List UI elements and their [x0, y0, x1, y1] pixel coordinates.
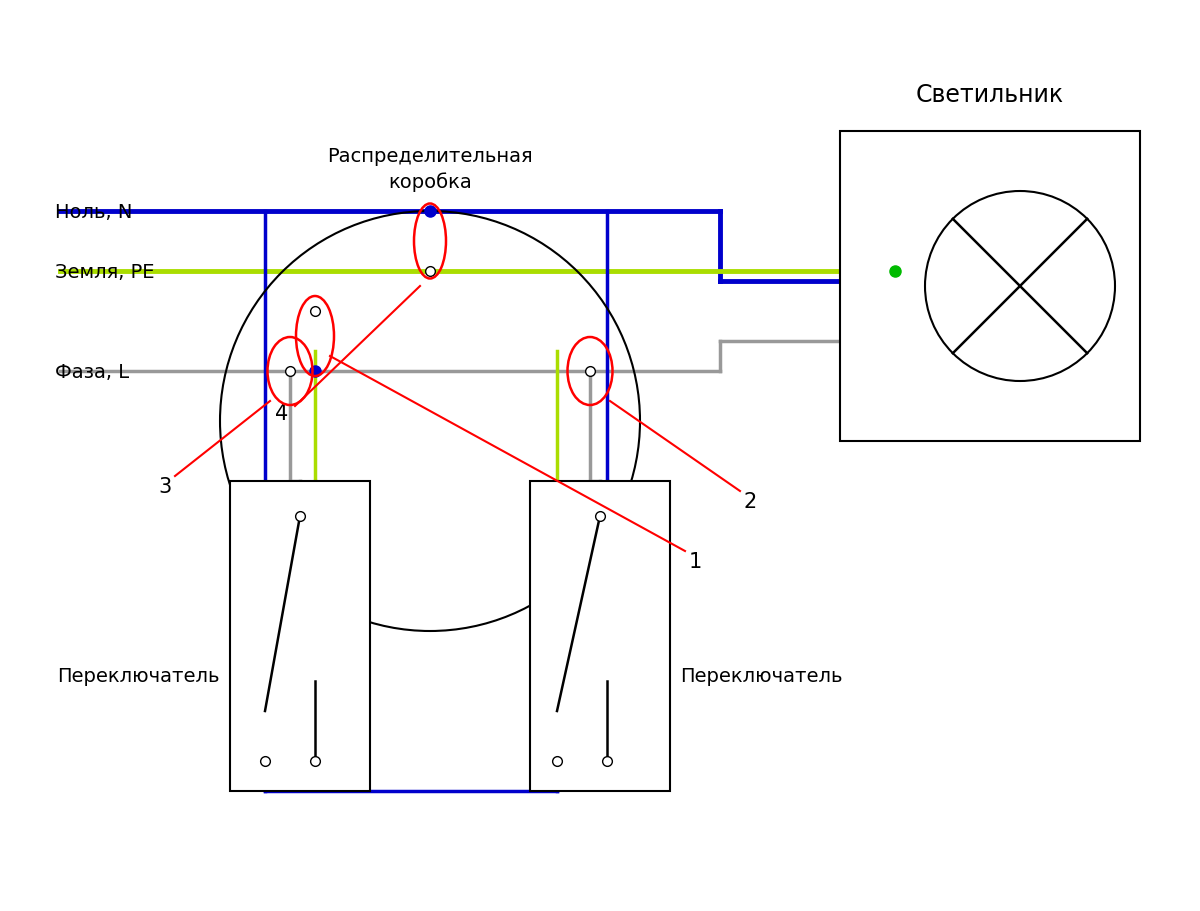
- Text: Земля, PE: Земля, PE: [55, 262, 155, 281]
- Text: Фаза, L: Фаза, L: [55, 362, 130, 381]
- Text: Светильник: Светильник: [916, 83, 1064, 107]
- Bar: [530, 482, 670, 791]
- Text: Переключатель: Переключатель: [680, 667, 842, 686]
- Text: 2: 2: [743, 491, 757, 511]
- Text: Переключатель: Переключатель: [58, 667, 220, 686]
- Text: 4: 4: [275, 404, 289, 424]
- Bar: [230, 482, 370, 791]
- Text: 1: 1: [689, 551, 702, 571]
- Text: Ноль, N: Ноль, N: [55, 202, 132, 221]
- Bar: [840, 132, 1140, 442]
- Text: Распределительная
коробка: Распределительная коробка: [328, 147, 533, 192]
- Text: 3: 3: [158, 476, 172, 496]
